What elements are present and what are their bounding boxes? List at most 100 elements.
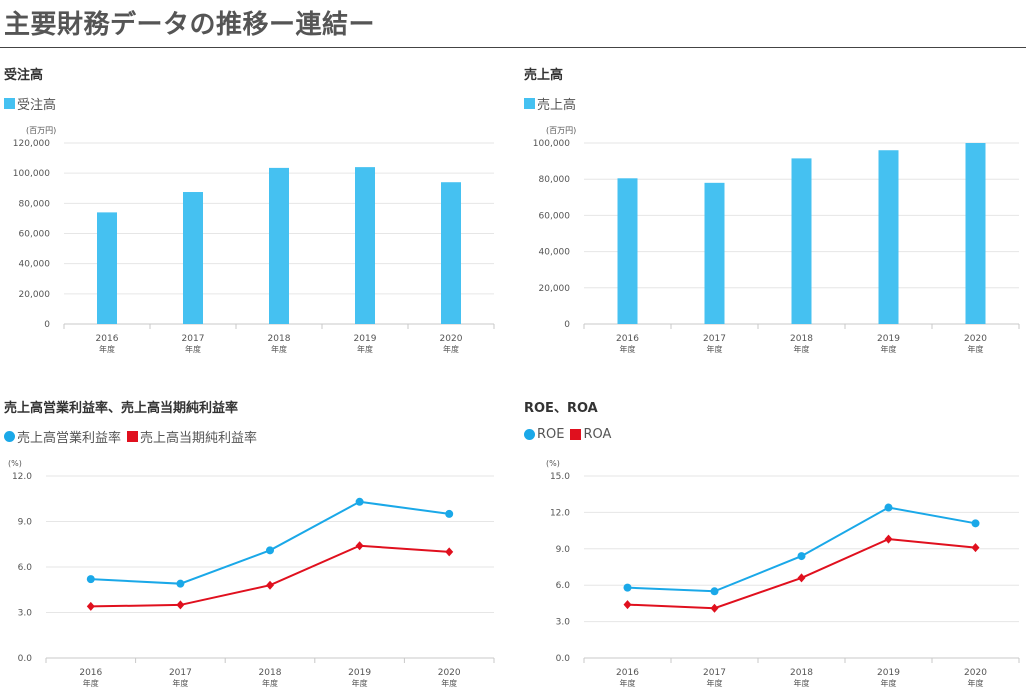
- bar: [269, 167, 289, 324]
- y-unit-label: (百万円): [26, 126, 56, 135]
- legend-item: ROE: [524, 427, 564, 442]
- data-point: [266, 580, 274, 590]
- x-tick-sublabel: 年度: [707, 678, 723, 688]
- bar: [617, 178, 638, 324]
- x-tick-sublabel: 年度: [172, 678, 188, 688]
- data-point: [86, 601, 95, 611]
- x-tick-label: 2016: [96, 334, 119, 344]
- y-tick-label: 3.0: [556, 618, 571, 628]
- legend-label: 売上高営業利益率: [17, 431, 122, 446]
- x-tick-label: 2018: [268, 334, 291, 344]
- x-tick-label: 2016: [79, 668, 102, 678]
- legend-item: 受注高: [4, 94, 56, 113]
- x-tick-sublabel: 年度: [99, 344, 115, 354]
- legend-roe-roa: ROE ROA: [524, 427, 617, 442]
- x-tick-sublabel: 年度: [271, 344, 287, 354]
- x-tick-label: 2016: [616, 668, 639, 678]
- x-tick-label: 2017: [703, 668, 726, 678]
- legend-orders: 受注高: [4, 94, 62, 113]
- x-tick-sublabel: 年度: [881, 344, 897, 354]
- x-tick-label: 2018: [259, 668, 282, 678]
- y-tick-label: 80,000: [539, 175, 571, 185]
- line-chart-roe-roa: (%)0.03.06.09.012.015.02016年度2017年度2018年…: [546, 459, 1020, 688]
- y-tick-label: 0: [44, 320, 50, 330]
- legend-label: 売上高: [537, 98, 577, 113]
- data-point: [797, 552, 806, 561]
- y-tick-label: 0.0: [556, 654, 571, 664]
- series-line: [90, 544, 450, 608]
- y-tick-label: 60,000: [19, 230, 51, 240]
- x-tick-sublabel: 年度: [443, 344, 459, 354]
- legend-label: 売上高当期純利益率: [140, 431, 258, 446]
- x-tick-label: 2017: [703, 334, 726, 344]
- x-tick-sublabel: 年度: [968, 678, 984, 688]
- legend-margins: 売上高営業利益率 売上高当期純利益率: [4, 427, 263, 446]
- x-tick-label: 2019: [877, 668, 900, 678]
- data-point: [623, 600, 632, 610]
- legend-swatch-square-icon: [127, 431, 139, 442]
- series-line: [90, 500, 450, 585]
- y-unit-label: (%): [546, 459, 560, 468]
- data-point: [355, 497, 364, 506]
- data-point: [176, 579, 185, 588]
- bar: [441, 182, 461, 324]
- y-tick-label: 6.0: [18, 563, 33, 573]
- x-tick-sublabel: 年度: [185, 344, 201, 354]
- data-point: [884, 534, 893, 544]
- x-tick-label: 2020: [438, 668, 461, 678]
- y-tick-label: 100,000: [533, 139, 570, 149]
- y-tick-label: 12.0: [550, 508, 570, 518]
- data-point: [86, 575, 95, 584]
- data-point: [971, 519, 980, 528]
- data-point: [710, 603, 719, 613]
- bar: [97, 212, 117, 324]
- legend-item: 売上高営業利益率: [4, 427, 121, 446]
- chart-title-orders: 受注高: [4, 68, 44, 83]
- data-point: [266, 546, 274, 555]
- y-tick-label: 100,000: [13, 169, 50, 179]
- data-point: [445, 547, 454, 557]
- y-tick-label: 60,000: [539, 211, 571, 221]
- x-tick-label: 2017: [169, 668, 192, 678]
- x-tick-sublabel: 年度: [262, 678, 278, 688]
- y-tick-label: 9.0: [556, 545, 571, 555]
- x-tick-label: 2017: [182, 334, 205, 344]
- bar-chart-orders: (百万円) 0 20,000 40,000 60,000 80,000 100,000 120…: [13, 126, 495, 354]
- legend-swatch-square-icon: [4, 98, 15, 109]
- chart-title-roe-roa: ROE、ROA: [524, 401, 598, 416]
- bar-chart-sales: (百万円) 0 20,000 40,000 60,000 80,000 100,000 201…: [533, 126, 1020, 354]
- data-point: [176, 600, 185, 610]
- title-divider: [0, 47, 1026, 48]
- x-tick-sublabel: 年度: [968, 344, 984, 354]
- y-tick-label: 0: [564, 320, 570, 330]
- x-tick-sublabel: 年度: [881, 678, 897, 688]
- y-tick-label: 0.0: [18, 654, 33, 664]
- data-point: [797, 573, 806, 583]
- x-tick-label: 2020: [964, 334, 987, 344]
- y-tick-label: 15.0: [550, 472, 570, 482]
- y-tick-label: 20,000: [19, 290, 51, 300]
- y-tick-label: 6.0: [556, 581, 571, 591]
- legend-swatch-square-icon: [524, 98, 535, 109]
- y-tick-label: 40,000: [19, 260, 51, 270]
- x-tick-label: 2016: [616, 334, 639, 344]
- y-tick-label: 40,000: [539, 248, 571, 258]
- y-unit-label: (百万円): [546, 126, 576, 135]
- data-point: [884, 503, 893, 512]
- y-tick-label: 12.0: [12, 472, 32, 482]
- chart-title-sales: 売上高: [524, 68, 564, 83]
- legend-label: ROE: [537, 427, 565, 442]
- x-tick-label: 2020: [440, 334, 463, 344]
- y-tick-label: 20,000: [539, 284, 571, 294]
- legend-swatch-square-icon: [570, 429, 582, 440]
- x-tick-label: 2018: [790, 668, 813, 678]
- y-unit-label: (%): [8, 459, 22, 468]
- data-point: [445, 509, 454, 518]
- chart-title-margins: 売上高営業利益率、売上高当期純利益率: [4, 401, 239, 416]
- x-tick-sublabel: 年度: [794, 344, 810, 354]
- x-tick-sublabel: 年度: [441, 678, 457, 688]
- x-tick-label: 2020: [964, 668, 987, 678]
- data-point: [623, 583, 632, 592]
- legend-sales: 売上高: [524, 94, 582, 113]
- legend-label: ROA: [583, 427, 612, 442]
